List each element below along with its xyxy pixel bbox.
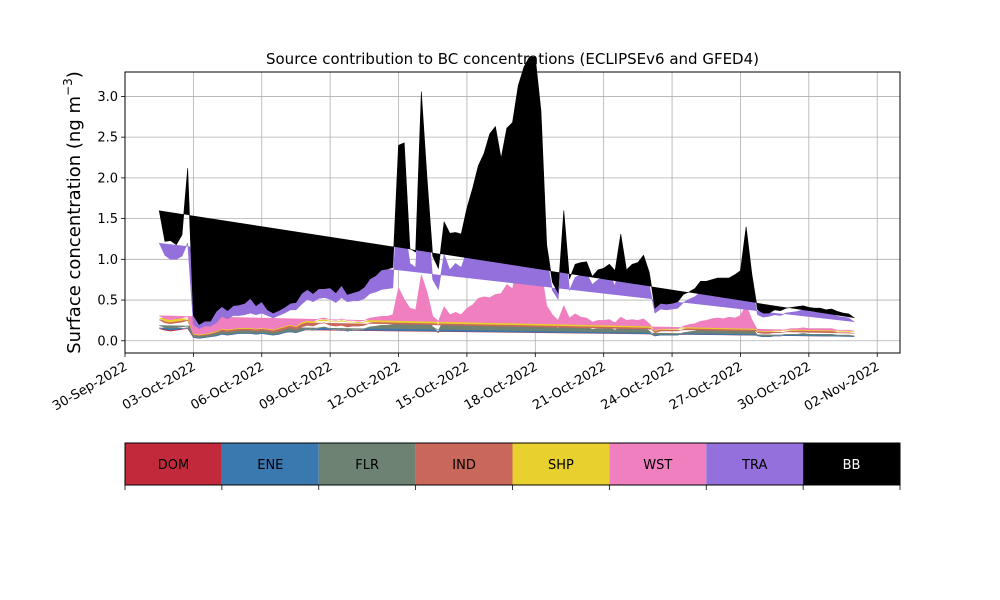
legend-label-ind: IND bbox=[452, 458, 476, 473]
legend-label-flr: FLR bbox=[355, 458, 379, 473]
legend-swatch-ind bbox=[415, 443, 513, 485]
plot-frame bbox=[124, 71, 901, 354]
legend-label-dom: DOM bbox=[158, 458, 189, 473]
y-axis-label-main: Surface concentration (ng m bbox=[64, 96, 85, 354]
legend-label-shp: SHP bbox=[548, 458, 574, 473]
legend-swatch-tra bbox=[706, 443, 804, 485]
legend-colorbar: DOM ENE FLR IND SHP WST TRA BB bbox=[124, 442, 901, 490]
y-tick-label: 1.0 bbox=[97, 253, 118, 268]
legend-swatch-wst bbox=[609, 443, 707, 485]
y-tick-label: 3.0 bbox=[97, 90, 118, 105]
legend-swatch-bb bbox=[803, 443, 900, 485]
chart-title: Source contribution to BC concentrations… bbox=[266, 50, 759, 68]
legend-label-ene: ENE bbox=[257, 458, 283, 473]
y-axis: 0.0 0.5 1.0 1.5 2.0 2.5 3.0 bbox=[97, 90, 125, 349]
legend-swatch-dom bbox=[125, 443, 222, 485]
legend-swatch-shp bbox=[512, 443, 610, 485]
area-series-wst bbox=[159, 260, 855, 335]
y-tick-label: 0.0 bbox=[97, 334, 118, 349]
stacked-areas bbox=[158, 56, 855, 339]
y-axis-label-close: ) bbox=[64, 71, 85, 78]
y-axis-label: Surface concentration (ng m−3) bbox=[61, 71, 85, 354]
legend-label-wst: WST bbox=[643, 458, 672, 473]
y-tick-label: 1.5 bbox=[97, 212, 118, 227]
y-tick-label: 2.0 bbox=[97, 171, 118, 186]
y-axis-label-exponent: −3 bbox=[61, 78, 75, 96]
y-tick-label: 2.5 bbox=[97, 131, 118, 146]
legend-label-bb: BB bbox=[843, 458, 861, 473]
legend-label-tra: TRA bbox=[741, 458, 767, 473]
legend-swatch-ene bbox=[221, 443, 319, 485]
area-series-bb bbox=[158, 56, 855, 325]
y-tick-label: 0.5 bbox=[97, 294, 118, 309]
legend-swatch-flr bbox=[318, 443, 416, 485]
